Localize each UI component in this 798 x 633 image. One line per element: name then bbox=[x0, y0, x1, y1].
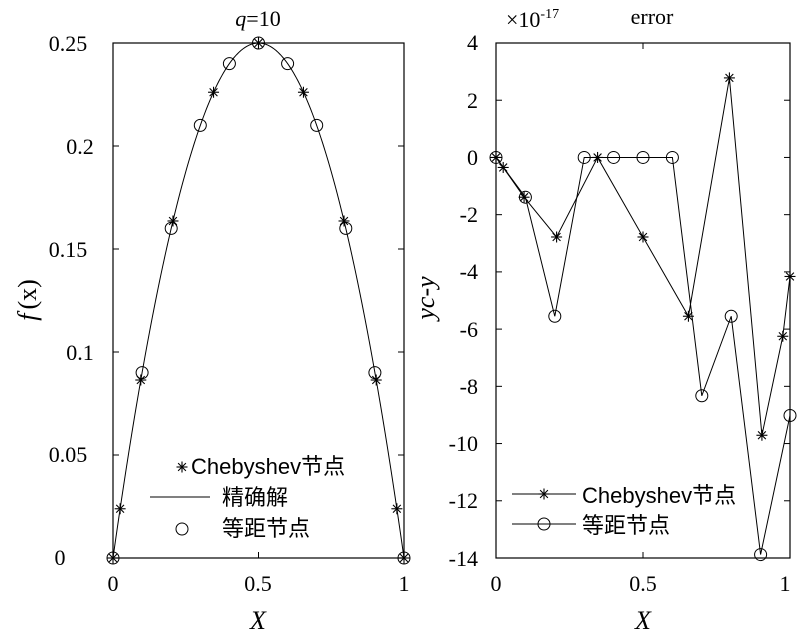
left-legend-circle bbox=[175, 522, 189, 536]
left-equidistant-point bbox=[368, 366, 382, 380]
left-equidistant-point bbox=[281, 57, 295, 71]
left-equidistant-point bbox=[193, 118, 207, 132]
left-legend-label-exact: 精确解 bbox=[222, 485, 288, 510]
right-chebyshev-point bbox=[784, 270, 796, 282]
left-tick-marks bbox=[112, 42, 405, 559]
right-equidistant-point bbox=[489, 150, 503, 164]
right-series bbox=[489, 72, 797, 562]
left-ylabel: f(x) bbox=[13, 279, 42, 321]
right-equidistant-line bbox=[495, 156, 791, 555]
right-xtick-1: 0.5 bbox=[629, 571, 657, 596]
left-legend: Chebyshev节点 精确解 等距节点 bbox=[150, 454, 345, 541]
right-equidistant-point bbox=[665, 150, 679, 164]
right-ytick-neg12: -12 bbox=[449, 488, 478, 513]
right-tick-marks bbox=[495, 42, 791, 559]
left-chebyshev-point bbox=[338, 215, 350, 227]
left-xtick-0: 0 bbox=[108, 571, 119, 596]
right-panel: 4 2 0 -2 -4 -6 -8 -10 -12 -14 0 0.5 1 X … bbox=[411, 4, 797, 633]
left-chebyshev-point bbox=[114, 503, 126, 515]
right-chebyshev-point bbox=[637, 231, 649, 243]
right-equidistant-point bbox=[607, 150, 621, 164]
left-axes-frame bbox=[112, 42, 405, 559]
left-equidistant-point bbox=[222, 57, 236, 71]
right-equidistant-point bbox=[695, 389, 709, 403]
left-legend-label-chebyshev: Chebyshev节点 bbox=[191, 454, 345, 479]
left-ytick-2: 0.1 bbox=[66, 340, 94, 365]
right-equidistant-point bbox=[577, 150, 591, 164]
right-equidistant-point bbox=[783, 409, 797, 423]
right-equidistant-point bbox=[636, 150, 650, 164]
right-legend-star bbox=[538, 488, 550, 500]
right-xtick-0: 0 bbox=[491, 571, 502, 596]
right-ylabel: yc-y bbox=[411, 276, 440, 323]
left-chebyshev-point bbox=[167, 215, 179, 227]
right-chebyshev-point bbox=[756, 429, 768, 441]
right-scale-factor: ×10-17 bbox=[506, 7, 559, 32]
right-ytick-neg4: -4 bbox=[460, 259, 478, 284]
left-legend-star bbox=[176, 461, 188, 473]
left-chebyshev-point bbox=[398, 552, 410, 564]
right-ytick-neg14: -14 bbox=[449, 546, 478, 571]
left-legend-marker-equidistant bbox=[175, 522, 189, 536]
left-title: q=10 bbox=[235, 6, 280, 31]
left-chebyshev-point bbox=[391, 503, 403, 515]
right-equidistant-point bbox=[518, 190, 532, 204]
right-xlabel: X bbox=[634, 606, 652, 633]
left-equidistant-point bbox=[339, 221, 353, 235]
right-legend-marker-chebyshev bbox=[538, 488, 550, 500]
left-chebyshev-point bbox=[297, 86, 309, 98]
right-xtick-2: 1 bbox=[780, 571, 791, 596]
right-axes-frame bbox=[495, 42, 791, 559]
right-chebyshev-point bbox=[777, 330, 789, 342]
right-ytick-4: 4 bbox=[467, 30, 478, 55]
right-equidistant-point bbox=[724, 309, 738, 323]
left-ytick-1: 0.05 bbox=[49, 442, 88, 467]
right-chebyshev-point bbox=[723, 72, 735, 84]
right-ytick-2: 2 bbox=[467, 88, 478, 113]
left-equidistant-point bbox=[164, 221, 178, 235]
right-title: error bbox=[631, 4, 674, 29]
left-equidistant-point bbox=[252, 36, 265, 50]
left-legend-label-equidistant: 等距节点 bbox=[222, 516, 310, 541]
left-ytick-4: 0.2 bbox=[66, 134, 94, 159]
right-chebyshev-point bbox=[518, 191, 530, 203]
left-legend-marker-chebyshev bbox=[176, 461, 188, 473]
right-equidistant-point bbox=[754, 548, 768, 562]
right-equidistant-point bbox=[548, 309, 562, 323]
right-ytick-neg6: -6 bbox=[460, 317, 478, 342]
right-legend-label-chebyshev: Chebyshev节点 bbox=[582, 483, 736, 508]
right-ytick-0: 0 bbox=[467, 145, 478, 170]
left-xlabel: X bbox=[249, 606, 267, 633]
left-series bbox=[106, 36, 411, 565]
right-legend-circle bbox=[537, 517, 551, 531]
right-legend-marker-equidistant bbox=[537, 517, 551, 531]
left-ytick-0: 0 bbox=[55, 545, 66, 570]
left-equidistant-point bbox=[310, 118, 324, 132]
right-chebyshev-point bbox=[551, 231, 563, 243]
left-ytick-5: 0.25 bbox=[49, 31, 88, 56]
left-chebyshev-point bbox=[107, 552, 119, 564]
right-ytick-neg10: -10 bbox=[449, 431, 478, 456]
left-equidistant-point bbox=[397, 551, 411, 565]
left-xtick-2: 1 bbox=[399, 571, 410, 596]
right-legend: Chebyshev节点 等距节点 bbox=[512, 483, 736, 538]
right-ytick-neg8: -8 bbox=[460, 374, 478, 399]
left-equidistant-point bbox=[106, 551, 120, 565]
left-exact-curve bbox=[112, 42, 405, 559]
left-panel: 0 0.05 0.1 0.15 0.2 0.25 0 0.5 1 X f(x) … bbox=[13, 6, 411, 633]
left-equidistant-point bbox=[135, 366, 149, 380]
left-ytick-3: 0.15 bbox=[49, 237, 88, 262]
left-chebyshev-point bbox=[253, 37, 264, 49]
right-ytick-neg2: -2 bbox=[460, 202, 478, 227]
right-legend-label-equidistant: 等距节点 bbox=[582, 513, 670, 538]
left-chebyshev-point bbox=[208, 86, 220, 98]
left-xtick-1: 0.5 bbox=[244, 571, 272, 596]
